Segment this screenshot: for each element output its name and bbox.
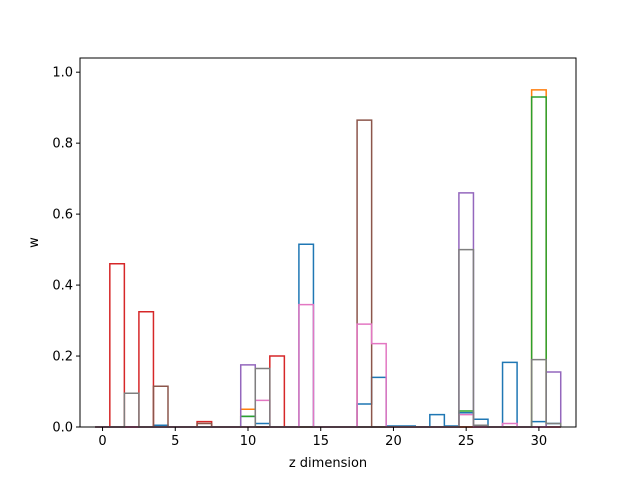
bar (532, 422, 547, 427)
series-line (95, 119, 561, 428)
x-tick-label: 0 (98, 434, 106, 449)
plot-frame (79, 57, 577, 428)
series-7 (95, 248, 562, 428)
bar (459, 415, 474, 427)
series-4 (95, 192, 562, 428)
series-line (95, 89, 561, 428)
bar (503, 362, 518, 427)
bar (532, 360, 547, 427)
bar (197, 422, 212, 427)
series-1 (95, 89, 561, 428)
bar (110, 264, 125, 427)
bar (459, 193, 474, 427)
x-tick-label: 25 (458, 434, 475, 449)
y-tick-label: 0.4 (52, 279, 73, 294)
bar (241, 365, 256, 427)
series-line (95, 263, 561, 428)
y-tick-label: 1.0 (52, 66, 73, 81)
bar (357, 404, 372, 427)
series-2 (95, 96, 561, 428)
x-tick-label: 5 (171, 434, 179, 449)
bar (299, 244, 314, 427)
x-tick-label: 10 (240, 434, 257, 449)
bar (270, 356, 285, 427)
bar (153, 386, 168, 427)
bar (372, 344, 387, 427)
series-line (95, 192, 562, 428)
x-tick-label: 30 (531, 434, 548, 449)
x-tick-label: 15 (312, 434, 329, 449)
series-5 (95, 119, 561, 428)
bar (532, 90, 547, 427)
bar (241, 409, 256, 427)
bar (430, 415, 445, 427)
y-tick-label: 0.6 (52, 208, 73, 223)
y-tick-label: 0.8 (52, 137, 73, 152)
bar (357, 120, 372, 427)
bar (459, 250, 474, 427)
bar (241, 416, 256, 427)
bar (255, 368, 270, 427)
x-tick-label: 20 (385, 434, 402, 449)
bar (546, 372, 561, 427)
x-axis-label: z dimension (289, 456, 367, 471)
bar (372, 377, 387, 427)
series-line (95, 303, 561, 428)
y-tick-label: 0.2 (52, 350, 73, 365)
series-3 (95, 263, 561, 428)
bar (139, 312, 154, 427)
bar (299, 305, 314, 427)
y-tick-label: 0.0 (52, 421, 73, 436)
series-line (95, 96, 561, 428)
series-0 (95, 243, 562, 428)
y-axis-label: w (27, 237, 42, 248)
bar (357, 324, 372, 427)
series-6 (95, 303, 561, 428)
bar (124, 393, 139, 427)
series-layer (95, 89, 562, 428)
axes-layer: 0 5 10 15 20 25 30 0.0 0.2 0.4 0.6 0.8 1.0 (52, 57, 577, 449)
series-line (95, 243, 562, 428)
bar (241, 416, 256, 427)
series-line (95, 248, 562, 428)
bar (532, 97, 547, 427)
